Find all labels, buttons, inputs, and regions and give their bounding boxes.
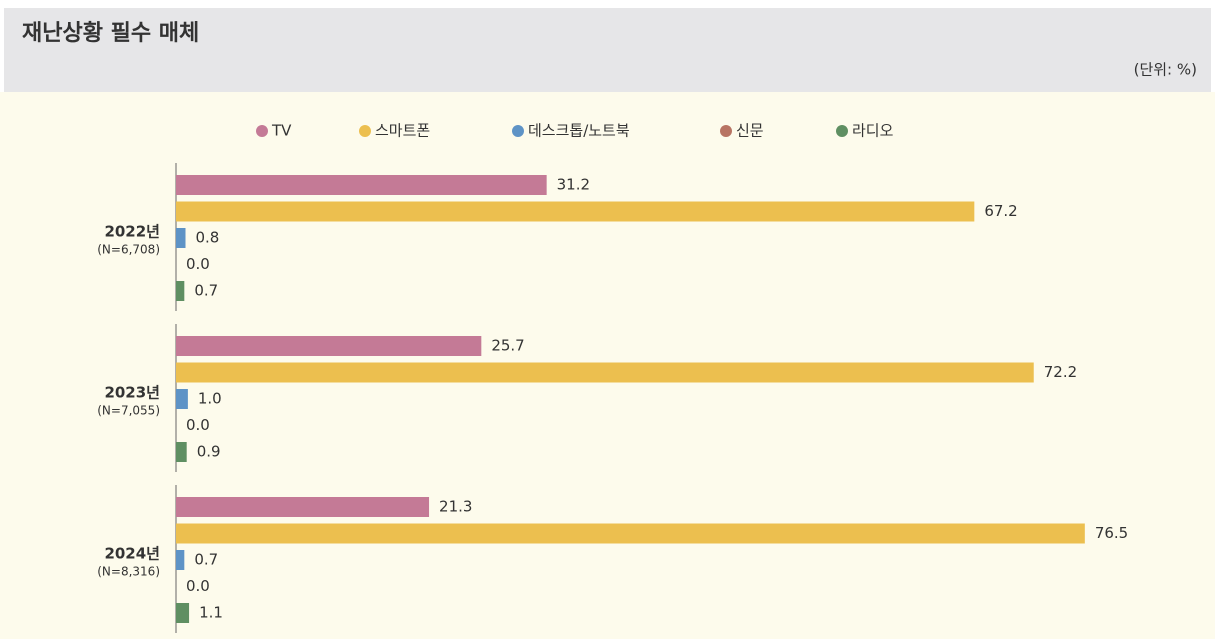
bar [176,175,547,195]
value-label: 1.0 [198,390,222,408]
legend-label: 데스크톱/노트북 [528,122,630,140]
legend-swatch [359,125,371,137]
legend-label: TV [271,122,292,140]
value-label: 31.2 [557,176,590,194]
bar [176,442,187,462]
bar [176,523,1085,544]
bar [176,362,1034,383]
value-label: 76.5 [1095,524,1128,542]
value-label: 0.8 [196,229,220,247]
value-label: 21.3 [439,498,472,516]
legend-label: 신문 [736,122,764,140]
category-note: (N=6,708) [97,243,160,257]
value-label: 25.7 [491,337,524,355]
bar [176,497,430,517]
legend-swatch [836,125,848,137]
bar [176,228,186,248]
bar [176,603,190,623]
value-label: 0.7 [194,282,218,300]
value-label: 0.7 [194,551,218,569]
value-label: 0.0 [186,416,210,434]
value-label: 0.0 [186,255,210,273]
header-band [4,8,1211,92]
chart-title: 재난상황 필수 매체 [22,21,199,46]
bar [176,389,188,409]
bar [176,201,975,222]
value-label: 67.2 [984,202,1017,220]
category-note: (N=8,316) [97,565,160,579]
bar [176,336,482,356]
value-label: 0.9 [197,443,221,461]
value-label: 0.0 [186,577,210,595]
category-label: 2023년 [104,384,160,402]
category-note: (N=7,055) [97,404,160,418]
category-label: 2024년 [104,545,160,563]
bar [176,281,185,301]
value-label: 72.2 [1044,363,1077,381]
legend-swatch [512,125,524,137]
legend-label: 라디오 [852,122,894,140]
legend-swatch [256,125,268,137]
value-label: 1.1 [199,604,223,622]
unit-note: (단위: %) [1134,61,1197,79]
category-label: 2022년 [104,223,160,241]
legend-label: 스마트폰 [375,122,430,140]
legend-swatch [720,125,732,137]
bar [176,550,185,570]
